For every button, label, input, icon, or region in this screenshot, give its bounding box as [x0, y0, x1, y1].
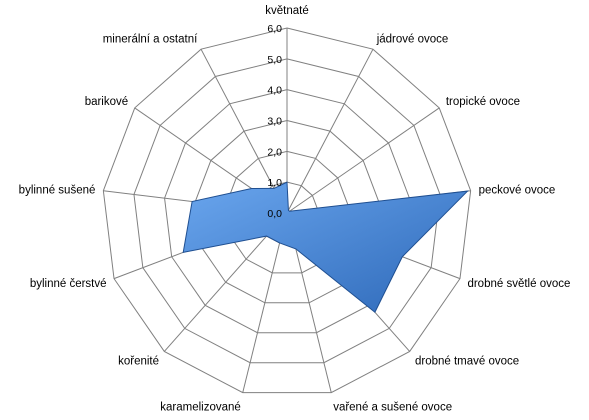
category-label-7: karamelizované — [160, 401, 241, 413]
spoke-2 — [286, 107, 440, 214]
category-label-5: drobné tmavé ovoce — [415, 355, 519, 367]
tick-label-6: 6,0 — [267, 23, 282, 35]
spoke-1 — [286, 48, 374, 214]
tick-label-5: 5,0 — [267, 54, 282, 66]
spoke-12 — [200, 48, 288, 214]
tick-label-2: 2,0 — [267, 146, 282, 158]
category-label-2: tropické ovoce — [446, 96, 520, 108]
category-label-9: bylinné čerstvé — [30, 278, 107, 290]
category-labels: květnaté jádrové ovoce tropické ovoce pecko… — [19, 5, 571, 413]
tick-label-0: 0,0 — [267, 208, 282, 220]
series-area-0 — [182, 181, 469, 314]
category-label-12: minerální a ostatní — [103, 34, 198, 46]
category-label-11: barikové — [85, 96, 128, 108]
grid-ring-3 — [194, 119, 380, 304]
tick-label-4: 4,0 — [267, 85, 282, 97]
tick-label-3: 3,0 — [267, 116, 282, 128]
tick-label-1: 1,0 — [267, 177, 282, 189]
category-label-10: bylinné sušené — [19, 184, 96, 196]
grid-ring-2 — [225, 150, 349, 274]
series-layer — [182, 181, 469, 314]
category-label-6: vařené a sušené ovoce — [333, 401, 452, 413]
radial-axis-tick-labels: 0,0 1,0 2,0 3,0 4,0 5,0 6,0 — [267, 23, 282, 220]
category-label-1: jádrové ovoce — [376, 34, 449, 46]
category-label-4: drobné světlé ovoce — [467, 278, 570, 290]
category-label-0: květnaté — [265, 5, 308, 17]
grid-ring-4 — [164, 89, 410, 334]
category-label-3: peckové ovoce — [479, 184, 556, 196]
grid-ring-6 — [102, 27, 472, 394]
grid-ring-5 — [133, 58, 441, 364]
category-label-8: kořenité — [118, 355, 159, 367]
